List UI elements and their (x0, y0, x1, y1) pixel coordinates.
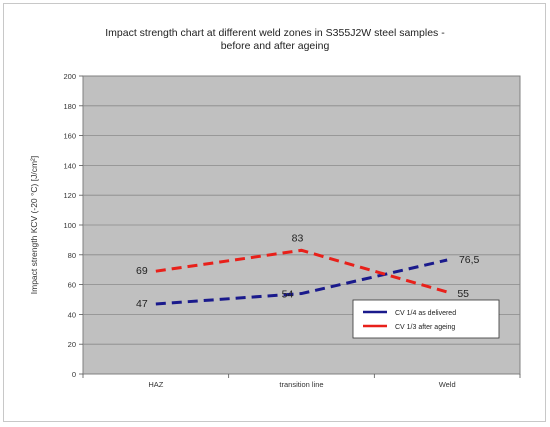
chart-title-line-1: Impact strength chart at different weld … (105, 27, 445, 39)
data-label: 55 (457, 288, 469, 300)
legend-entry: CV 1/4 as delivered (395, 310, 456, 317)
y-tick-label: 200 (63, 72, 76, 81)
series-line-1 (155, 258, 448, 306)
y-tick-label: 80 (68, 251, 76, 260)
legend-entry: CV 1/3 after ageing (395, 324, 455, 331)
data-label: 83 (292, 232, 304, 244)
y-axis-label: Impact strength KCV (-20 °C) [J/cm²] (29, 156, 39, 295)
x-tick-label: HAZ (148, 380, 163, 389)
legend-box (352, 299, 500, 339)
y-tick-label: 140 (63, 161, 76, 170)
y-tick-label: 0 (72, 370, 76, 379)
y-tick-label: 180 (63, 102, 76, 111)
y-tick-label: 20 (68, 340, 76, 349)
chart-title-line-2: before and after ageing (220, 40, 330, 52)
x-tick-label: Weld (439, 380, 456, 389)
data-label: 54 (282, 289, 294, 301)
chart-title: Impact strength chart at different weld … (0, 27, 550, 53)
series-line-2 (155, 248, 448, 294)
data-label: 47 (136, 298, 148, 310)
y-tick-label: 40 (68, 310, 76, 319)
y-tick-label: 120 (63, 191, 76, 200)
x-tick-label: transition line (279, 380, 323, 389)
data-label: 69 (136, 265, 148, 277)
y-tick-label: 100 (63, 221, 76, 230)
data-label: 76,5 (459, 254, 480, 266)
y-tick-label: 160 (63, 132, 76, 141)
y-tick-label: 60 (68, 281, 76, 290)
